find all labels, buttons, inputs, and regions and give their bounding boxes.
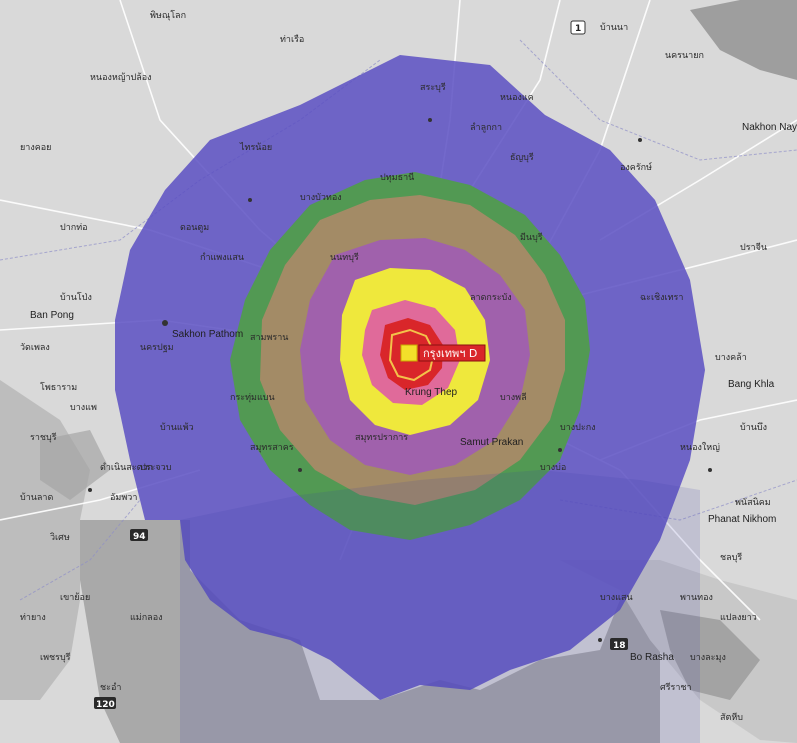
place-th-label: ธัญบุรี <box>510 152 534 163</box>
place-th-label: สมุทรสาคร <box>250 443 294 453</box>
place-th-label: บ้านนา <box>600 22 628 33</box>
place-th-label: นนทบุรี <box>330 252 359 263</box>
place-th-label: วัดเพลง <box>20 343 50 353</box>
place-th-label: สระบุรี <box>420 82 446 93</box>
place-th-label: ชลบุรี <box>720 552 742 563</box>
place-en-label: Krung Thep <box>405 387 458 398</box>
place-th-label: ท่าเรือ <box>280 34 304 45</box>
hills-southeast <box>660 610 760 700</box>
road-badge-18: 18 <box>610 638 628 651</box>
coverage-zone-red-outline <box>388 328 436 382</box>
place-th-label: ลำลูกกา <box>470 122 502 133</box>
place-th-label: เขาย้อย <box>60 592 90 603</box>
place-th-label: บ้านบึง <box>740 422 767 433</box>
place-th-label: บางปะกง <box>560 423 596 433</box>
place-th-label: ปากท่อ <box>60 223 88 233</box>
place-th-label: ไทรน้อย <box>239 142 272 153</box>
place-th-label: ปทุมธานี <box>380 172 414 183</box>
place-th-label: ดอนตูม <box>180 223 209 233</box>
place-th-label: ชะอำ <box>100 682 121 693</box>
road-badge-1: 1 <box>570 20 586 35</box>
road-badge-120: 120 <box>94 697 116 710</box>
place-th-label: วิเศษ <box>50 532 70 543</box>
station-label: กรุงเทพฯ D <box>423 347 477 360</box>
place-en-label: Nakhon Nayok <box>742 122 797 133</box>
place-th-label: บางพลี <box>500 392 527 403</box>
place-th-label: พานทอง <box>680 593 713 603</box>
place-th-label: พิษณุโลก <box>150 10 186 21</box>
place-th-label: ปราจีน <box>740 242 767 253</box>
place-th-label: ราชบุรี <box>30 432 57 443</box>
place-th-label: ฉะเชิงเทรา <box>640 292 683 303</box>
place-en-label: Bang Khla <box>728 379 775 390</box>
road-badge-18-label: 18 <box>613 641 626 651</box>
place-th-label: โพธาราม <box>40 382 77 393</box>
place-th-label: มีนบุรี <box>520 232 543 243</box>
place-th-label: ยางคอย <box>20 143 51 153</box>
place-en-label: Sakhon Pathom <box>172 329 243 340</box>
place-th-label: อัมพวา <box>110 493 137 503</box>
station-label-box <box>418 344 486 362</box>
place-th-label: ลาดกระบัง <box>470 293 512 303</box>
road-badge-94-label: 94 <box>133 532 146 542</box>
city-dots <box>88 118 712 642</box>
hills-northeast <box>690 0 797 80</box>
place-th-label: บางบัวทอง <box>300 193 342 203</box>
road-badge-120-label: 120 <box>96 700 115 710</box>
place-th-label: บางละมุง <box>690 653 726 663</box>
place-en-label: Phanat Nikhom <box>708 514 776 525</box>
place-en-label: Samut Prakan <box>460 437 523 448</box>
place-th-label: กำแพงแสน <box>200 252 244 263</box>
sea-overlay <box>180 470 700 743</box>
place-th-label: สามพราน <box>250 333 288 343</box>
place-th-label: บางคล้า <box>715 352 747 363</box>
place-th-label: สัตหีบ <box>720 712 743 723</box>
place-th-label: ประจวบ <box>140 463 172 473</box>
place-th-label: บางแพ <box>70 403 97 413</box>
place-th-label: องครักษ์ <box>620 161 652 173</box>
station-marker <box>400 344 418 362</box>
gulf-sea <box>80 520 660 743</box>
place-th-label: ศรีราชา <box>660 682 692 693</box>
place-th-label: พนัสนิคม <box>735 497 771 508</box>
place-th-label: หนองหญ้าปล้อง <box>90 72 152 83</box>
place-en-label: Bo Rasha <box>630 652 674 663</box>
place-th-label: ดำเนินสะดวก <box>100 462 153 473</box>
place-th-label: ท่ายาง <box>20 613 46 623</box>
place-th-label: หนองใหญ่ <box>680 442 720 453</box>
place-th-label: เพชรบุรี <box>40 652 71 663</box>
place-th-label: บางแสน <box>600 593 633 603</box>
place-th-label: นครปฐม <box>140 343 174 353</box>
place-th-label: แปลงยาว <box>720 613 757 623</box>
place-th-label: นครนายก <box>665 51 704 61</box>
place-th-label: แม่กลอง <box>130 613 163 623</box>
place-th-label: บ้านโป่ง <box>60 292 92 303</box>
road-badge-94: 94 <box>130 529 148 542</box>
road-badge-1-label: 1 <box>575 24 581 34</box>
place-th-label: บ้านลาด <box>20 492 53 503</box>
hills-west <box>40 430 110 500</box>
place-th-label: หนองแค <box>500 93 534 103</box>
thai-place-names: พิษณุโลก ท่าเรือ นครนายก บ้านนา องครักษ์… <box>20 10 771 723</box>
place-th-label: สมุทรปราการ <box>355 433 408 443</box>
place-en-label: Ban Pong <box>30 310 74 321</box>
place-th-label: บางบ่อ <box>540 463 566 473</box>
place-th-label: บ้านแพ้ว <box>160 422 194 433</box>
place-th-label: กระทุ่มแบน <box>230 393 275 403</box>
